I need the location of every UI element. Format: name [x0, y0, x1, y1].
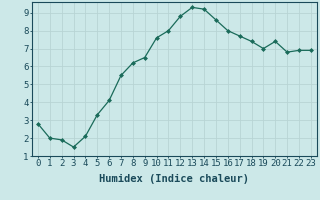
X-axis label: Humidex (Indice chaleur): Humidex (Indice chaleur)	[100, 174, 249, 184]
